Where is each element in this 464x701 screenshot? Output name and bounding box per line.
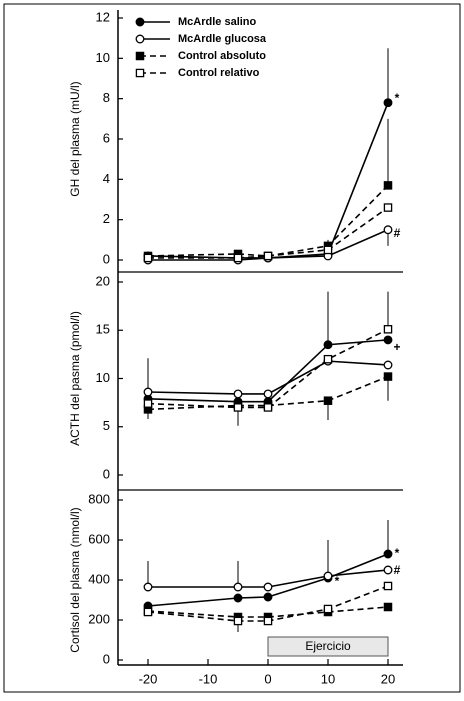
marker	[383, 602, 393, 612]
y-tick-label: 400	[88, 571, 110, 586]
y-tick-label: 0	[103, 651, 110, 666]
legend-label: Control relativo	[178, 67, 260, 79]
marker	[383, 181, 393, 190]
marker	[143, 253, 153, 263]
y-axis-title: ACTH del pasma (pmol/l)	[68, 311, 82, 446]
y-axis-title: GH del plasma (mU/l)	[68, 81, 82, 196]
y-tick-label: 0	[103, 466, 110, 481]
marker	[383, 549, 393, 559]
y-tick-label: 0	[103, 251, 110, 266]
y-tick-label: 15	[96, 322, 110, 337]
marker	[383, 203, 393, 212]
marker	[263, 592, 273, 602]
y-tick-label: 10	[96, 370, 110, 385]
annotation: #	[394, 226, 401, 240]
exercise-box	[267, 636, 389, 657]
annotation: #	[394, 563, 401, 577]
marker	[383, 325, 393, 334]
y-tick-label: 6	[103, 130, 110, 145]
y-tick-label: 10	[96, 50, 110, 65]
x-tick-label: 10	[321, 671, 335, 686]
marker	[383, 581, 393, 591]
marker	[233, 403, 243, 412]
series-line	[147, 102, 389, 259]
annotation: *	[395, 91, 400, 105]
marker	[263, 616, 273, 626]
y-tick-label: 8	[103, 90, 110, 105]
marker	[143, 582, 153, 592]
marker	[263, 403, 273, 412]
marker	[263, 389, 273, 399]
marker	[263, 251, 273, 261]
marker	[323, 396, 333, 405]
exercise-label: Ejercicio	[305, 639, 351, 653]
marker	[143, 607, 153, 617]
marker	[383, 335, 393, 345]
legend: McArdle salino McArdle glucosa Control abs…	[135, 16, 267, 79]
marker	[135, 68, 145, 78]
x-tick-label: -10	[199, 671, 218, 686]
x-tick-label: 0	[264, 671, 271, 686]
y-tick-label: 2	[103, 211, 110, 226]
x-tick-label: 20	[381, 671, 395, 686]
annotation: *	[395, 546, 400, 560]
marker	[323, 604, 333, 614]
marker	[383, 98, 393, 108]
y-tick-label: 20	[96, 273, 110, 288]
marker	[383, 225, 393, 235]
y-tick-label: 200	[88, 611, 110, 626]
y-tick-label: 12	[96, 9, 110, 24]
marker	[135, 17, 145, 27]
y-tick-label: 600	[88, 531, 110, 546]
marker	[323, 354, 333, 364]
marker	[323, 245, 333, 255]
figure-frame	[3, 3, 461, 693]
marker	[383, 372, 393, 381]
marker	[135, 51, 145, 61]
legend-label: McArdle glucosa	[178, 33, 267, 45]
legend-label: McArdle salino	[178, 16, 257, 28]
marker	[323, 571, 333, 581]
y-tick-label: 800	[88, 491, 110, 506]
marker	[143, 399, 153, 408]
marker	[233, 593, 243, 603]
annotation: +	[393, 340, 400, 354]
marker	[323, 340, 333, 350]
series-line	[147, 360, 389, 395]
marker	[135, 34, 145, 44]
marker	[383, 360, 393, 370]
legend-label: Control absoluto	[178, 50, 266, 62]
marker	[233, 389, 243, 399]
y-tick-label: 5	[103, 418, 110, 433]
marker	[263, 582, 273, 592]
y-tick-label: 4	[103, 171, 110, 186]
marker	[233, 253, 243, 263]
y-axis-title: Cortisol del plasma (nmol/l)	[68, 507, 82, 652]
marker	[233, 582, 243, 592]
x-tick-label: -20	[139, 671, 158, 686]
series-line	[148, 206, 389, 259]
marker	[233, 616, 243, 626]
marker	[383, 565, 393, 575]
marker	[143, 387, 153, 397]
annotation: *	[335, 574, 340, 588]
